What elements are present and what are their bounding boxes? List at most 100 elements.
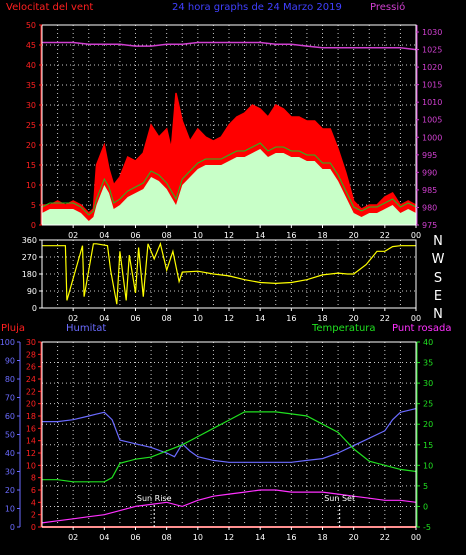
wind-xtick-label: 08 [162, 231, 172, 240]
direction-ytick-label: 180 [22, 270, 37, 279]
direction-ytick-label: 90 [27, 287, 37, 296]
direction-xtick-label: 08 [162, 314, 172, 323]
pressure-ytick-label: 1015 [422, 81, 442, 90]
humidity-ytick-label: 30 [5, 468, 15, 477]
rain-ytick-label: 26 [26, 363, 36, 372]
wind-xtick-label: 22 [380, 231, 390, 240]
temperature-line [42, 411, 417, 483]
humidity-label: Humitat [66, 323, 106, 334]
wind-gust-line [42, 92, 417, 215]
direction-xtick-label: 00 [411, 314, 421, 323]
pressure-label: Pressió [370, 1, 405, 13]
wind-xtick-label: 04 [99, 231, 109, 240]
direction-xtick-label: 14 [255, 314, 265, 323]
direction-xtick-label: 22 [380, 314, 390, 323]
rain-ytick-label: 14 [26, 437, 36, 446]
wind-average-area [42, 149, 416, 225]
wind-ytick-label: 40 [26, 61, 36, 70]
direction-ytick-label: 0 [32, 304, 37, 313]
climate-xtick-label: 12 [224, 533, 234, 542]
direction-xtick-label: 20 [349, 314, 359, 323]
pressure-line [42, 41, 417, 51]
direction-xtick-label: 06 [130, 314, 140, 323]
wind-ytick-label: 35 [26, 81, 36, 90]
wind-xtick-label: 02 [68, 231, 78, 240]
wind-ytick-label: 5 [31, 201, 36, 210]
compass-label-n: N [433, 234, 443, 249]
climate-xtick-label: 10 [193, 533, 203, 542]
temperature-ytick-label: 15 [423, 441, 433, 450]
temperature-ytick-label: 35 [423, 359, 433, 368]
wind-ytick-label: 10 [26, 181, 36, 190]
direction-ytick-label: 360 [22, 236, 37, 245]
climate-xtick-label: 20 [349, 533, 359, 542]
humidity-ytick-label: 0 [10, 523, 15, 532]
temperature-ytick-label: 30 [423, 379, 433, 388]
pressure-ytick-label: 1005 [422, 116, 442, 125]
rain-ytick-label: 0 [31, 523, 36, 532]
wind-ytick-label: 45 [26, 41, 36, 50]
direction-ytick-label: 270 [22, 253, 37, 262]
pressure-ytick-label: 975 [422, 221, 437, 230]
climate-xtick-label: 18 [317, 533, 327, 542]
wind-xtick-label: 10 [193, 231, 203, 240]
wind-xtick-label: 00 [411, 231, 421, 240]
compass-label-n: N [433, 307, 443, 322]
direction-xtick-label: 04 [99, 314, 109, 323]
chart-title: 24 hora graphs de 24 Marzo 2019 [172, 2, 342, 13]
rain-ytick-label: 4 [31, 498, 36, 507]
sunset-label: Sun Set [324, 494, 355, 503]
rain-ytick-label: 10 [26, 461, 36, 470]
pressure-ytick-label: 980 [422, 203, 437, 212]
direction-line [42, 241, 416, 305]
pressure-ytick-label: 1020 [422, 63, 442, 72]
temperature-ytick-label: 40 [423, 338, 433, 347]
temperature-ytick-label: -5 [423, 523, 431, 532]
pressure-ytick-label: 1000 [422, 133, 442, 142]
temperature-label: Temperatura [311, 323, 376, 334]
wind-ytick-label: 30 [26, 101, 36, 110]
humidity-ytick-label: 100 [0, 338, 15, 347]
direction-xtick-label: 16 [286, 314, 296, 323]
rain-ytick-label: 16 [26, 424, 36, 433]
wind-xtick-label: 16 [286, 231, 296, 240]
climate-xtick-label: 22 [380, 533, 390, 542]
pressure-ytick-label: 985 [422, 186, 437, 195]
pressure-ytick-label: 995 [422, 151, 437, 160]
compass-label-w: W [432, 252, 445, 267]
wind-xtick-label: 20 [349, 231, 359, 240]
wind-xtick-label: 06 [130, 231, 140, 240]
rain-ytick-label: 24 [26, 375, 36, 384]
dew-point-line [41, 489, 417, 524]
compass-label-e: E [434, 289, 442, 304]
rain-ytick-label: 22 [26, 387, 36, 396]
climate-xtick-label: 08 [162, 533, 172, 542]
pressure-ytick-label: 1010 [422, 98, 442, 107]
wind-ytick-label: 25 [26, 121, 36, 130]
pressure-ytick-label: 1025 [422, 46, 442, 55]
compass-label-s: S [434, 271, 442, 286]
rain-ytick-label: 12 [26, 449, 36, 458]
wind-ytick-label: 0 [31, 221, 36, 230]
rain-ytick-label: 30 [26, 338, 36, 347]
wind-xtick-label: 12 [224, 231, 234, 240]
temperature-ytick-label: 10 [423, 461, 433, 470]
wind-average-line [41, 142, 417, 216]
temperature-ytick-label: 20 [423, 420, 433, 429]
wind-ytick-label: 15 [26, 161, 36, 170]
wind-xtick-label: 14 [255, 231, 265, 240]
humidity-ytick-label: 80 [5, 375, 15, 384]
humidity-ytick-label: 60 [5, 412, 15, 421]
humidity-line [42, 408, 417, 463]
direction-xtick-label: 18 [317, 314, 327, 323]
climate-xtick-label: 04 [99, 533, 109, 542]
climate-xtick-label: 16 [286, 533, 296, 542]
direction-xtick-label: 02 [68, 314, 78, 323]
wind-ytick-label: 20 [26, 141, 36, 150]
direction-xtick-label: 12 [224, 314, 234, 323]
temperature-ytick-label: 25 [423, 400, 433, 409]
rain-ytick-label: 2 [31, 511, 36, 520]
climate-xtick-label: 02 [68, 533, 78, 542]
humidity-ytick-label: 70 [5, 394, 15, 403]
